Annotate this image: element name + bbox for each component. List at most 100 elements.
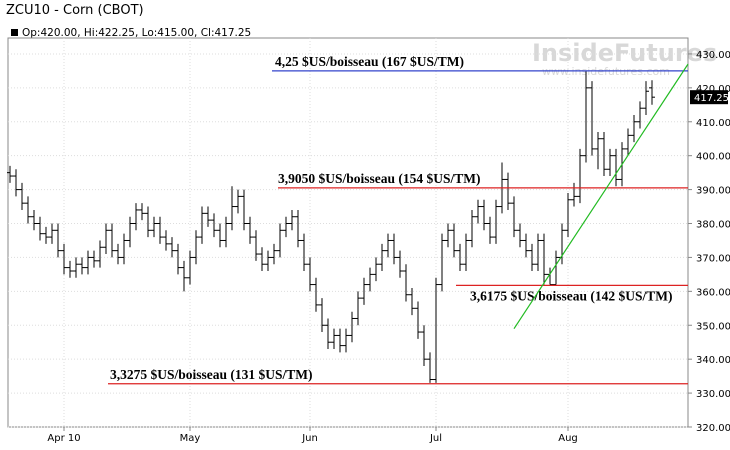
x-tick-label: Jun [301,433,318,444]
ohlc-bar [73,257,79,278]
ohlc-bar [427,352,433,383]
ohlc-bar [193,230,199,265]
ohlc-bar [139,203,145,221]
ohlc-bar [385,233,391,258]
ohlc-bar [181,260,187,292]
ohlc-bar [601,131,607,177]
ohlc-bar [175,243,181,275]
y-tick-label: 370.00 [696,253,730,264]
ohlc-bar [367,267,373,292]
ohlc-bar [439,233,445,292]
ohlc-bar [379,243,385,271]
x-tick-label: Aug [558,433,578,444]
ohlc-bar [577,148,583,204]
chart-title: ZCU10 - Corn (CBOT) [6,3,144,18]
ohlc-bar [589,81,595,156]
ohlc-bar [61,243,67,275]
ohlc-bar [115,243,121,265]
ohlc-bar [217,223,223,248]
ohlc-bar [235,189,241,214]
ohlc-bar [283,216,289,238]
ohlc-bar [325,318,331,349]
y-tick-label: 380.00 [696,220,730,231]
watermark-url: www.insidefutures.com [542,65,670,78]
ohlc-bar [223,216,229,248]
ohlc-bar [595,131,601,170]
ohlc-bar [505,172,511,210]
ohlc-bar [319,298,325,333]
ohlc-bar [151,216,157,238]
annotation-label: 3,6175 $US/boisseau (142 $US/TM) [470,288,673,303]
ohlc-bar [571,182,577,207]
ohlc-bar [517,223,523,248]
ohlc-bar [487,216,493,244]
ohlc-bar [643,81,649,115]
ohlc-bar [391,233,397,265]
ohlc-bar [133,203,139,231]
ohlc-bar [253,230,259,261]
ohlc-bar [121,233,127,265]
ohlc-bar [307,257,313,292]
ohlc-bar [493,199,499,244]
ohlc-bar [535,233,541,271]
ohlc-bar [247,216,253,244]
watermark: InsideFutures [532,39,717,67]
ohlc-bar [169,237,175,258]
y-tick-label: 340.00 [696,355,730,366]
ohlc-bar [187,250,193,285]
ohlc-bar [625,128,631,156]
ohlc-bar [361,277,367,305]
y-tick-label: 390.00 [696,186,730,197]
ohlc-bar [421,325,427,366]
ohlc-bar [49,223,55,244]
ohlc-bar [469,209,475,248]
ohlc-bar [199,206,205,244]
ohlc-bar [211,213,217,238]
ohlc-bar [337,328,343,353]
ohlc-bar [457,243,463,271]
ohlc-bar [349,311,355,343]
ohlc-readout: Op:420.00, Hi:422.25, Lo:415.00, Cl:417.… [22,27,251,39]
ohlc-bar [145,206,151,238]
y-tick-label: 320.00 [696,423,730,434]
last-price-tag [690,90,728,105]
annotation-label: 4,25 $US/boisseau (167 $US/TM) [275,54,464,69]
ohlc-bar [79,257,85,275]
ohlc-bar [631,114,637,143]
ohlc-bar [103,223,109,255]
ohlc-bar [109,223,115,258]
ohlc-bar [205,206,211,227]
last-price-label: 417.25 [694,93,729,104]
ohlc-bar [91,250,97,268]
ohlc-bar [265,250,271,271]
ohlc-bar [289,209,295,231]
ohlc-bar [565,192,571,238]
ohlc-bar [373,257,379,282]
x-tick-label: May [180,433,201,444]
ohlc-bar [481,199,487,231]
y-tick-label: 350.00 [696,321,730,332]
ohlc-bar [451,223,457,258]
ohlc-bar [301,233,307,271]
ohlc-bar [13,169,19,197]
ohlc-bar [583,70,589,163]
ohlc-bar [157,216,163,244]
ohlc-bar [511,196,517,238]
annotation-label: 3,3275 $US/boisseau (131 $US/TM) [110,367,313,382]
ohlc-bar [445,223,451,248]
ohlc-bar [259,247,265,271]
ohlc-bar [403,264,409,302]
ohlc-bar [163,230,169,251]
ohlc-bar [607,148,613,177]
ohlc-bar [55,223,61,258]
ohlc-bar [475,199,481,224]
ohlc-bar [553,250,559,286]
ohlc-bar [613,148,619,187]
ohlc-bar [31,209,37,231]
ohlc-bar [271,243,277,265]
ohlc-bar [529,243,535,271]
ohlc-bar [433,277,439,383]
ohlc-bar [649,80,655,105]
